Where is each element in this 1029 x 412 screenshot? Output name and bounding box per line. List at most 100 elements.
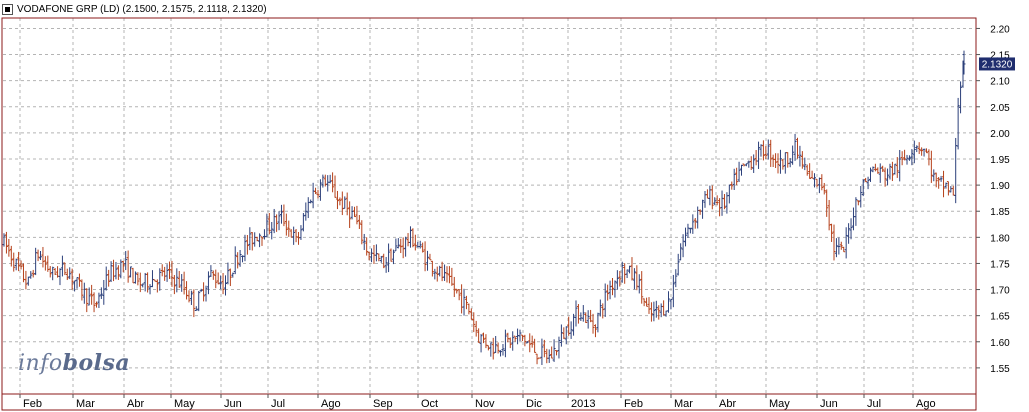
ohlc-bar	[842, 246, 846, 253]
ohlc-bar	[803, 157, 807, 171]
ohlc-bar	[503, 329, 507, 358]
ohlc-bar	[749, 156, 753, 170]
ohlc-bar	[533, 338, 537, 353]
ohlc-bar	[202, 282, 206, 302]
ohlc-bar	[895, 157, 899, 178]
ohlc-bar	[657, 305, 661, 320]
ohlc-bar	[890, 161, 894, 182]
x-tick-label: Jul	[271, 398, 285, 410]
ohlc-bar	[781, 158, 785, 170]
ohlc-bar	[530, 335, 534, 348]
ohlc-bar	[379, 255, 383, 263]
ohlc-bar	[778, 149, 782, 174]
ohlc-bar	[937, 177, 941, 189]
ohlc-bar	[238, 250, 242, 267]
y-tick-label: 2.00	[990, 129, 1010, 140]
ohlc-bar	[715, 195, 719, 206]
ohlc-bar	[557, 336, 561, 359]
ohlc-bar	[299, 225, 303, 240]
x-tick-label: Nov	[475, 398, 495, 410]
ohlc-bar	[126, 250, 130, 283]
ohlc-bar	[813, 173, 817, 188]
ohlc-bar	[9, 245, 13, 267]
ohlc-bar	[172, 275, 176, 295]
ohlc-bar	[377, 253, 381, 262]
ohlc-bar	[214, 269, 218, 289]
ohlc-bar	[12, 252, 16, 272]
ohlc-bar	[769, 139, 773, 167]
ohlc-bar	[31, 269, 35, 278]
ohlc-bar	[795, 137, 799, 159]
ohlc-bar	[226, 262, 230, 285]
ohlc-bar	[684, 227, 688, 247]
ohlc-bar	[282, 204, 286, 227]
x-tick-label: Abr	[719, 398, 736, 410]
ohlc-bar	[793, 133, 797, 161]
ohlc-bar	[17, 251, 21, 272]
ohlc-bar	[423, 241, 427, 272]
ohlc-bar	[357, 215, 361, 229]
y-tick-label: 2.10	[990, 77, 1010, 88]
ohlc-bar	[287, 220, 291, 237]
ohlc-bar	[535, 353, 539, 365]
ohlc-bar	[170, 260, 174, 287]
ohlc-bar	[284, 213, 288, 236]
ohlc-bar	[603, 283, 607, 317]
ohlc-bar	[194, 306, 198, 311]
ohlc-bar	[4, 231, 8, 254]
ohlc-bar	[674, 269, 678, 288]
ohlc-bar	[827, 199, 831, 231]
ohlc-bar	[304, 202, 308, 221]
ohlc-bar	[216, 272, 220, 285]
y-tick-label: 1.65	[990, 312, 1010, 323]
ohlc-bar	[333, 175, 337, 198]
ohlc-bar	[362, 233, 366, 251]
y-tick-label: 2.05	[990, 103, 1010, 114]
x-tick-label: Ago	[916, 398, 936, 410]
ohlc-bar	[275, 214, 279, 232]
ohlc-bar	[679, 243, 683, 261]
ohlc-bar	[428, 253, 432, 261]
ohlc-bar	[878, 163, 882, 183]
ohlc-bar	[464, 295, 468, 310]
ohlc-bar	[92, 292, 96, 313]
ohlc-bar	[645, 297, 649, 307]
ohlc-bar	[564, 326, 568, 345]
ohlc-bar	[606, 284, 610, 301]
ohlc-bar	[408, 226, 412, 248]
ohlc-bar	[686, 223, 690, 238]
x-tick-label: Feb	[23, 398, 42, 410]
ohlc-bar	[462, 288, 466, 316]
ohlc-bar	[343, 196, 347, 209]
x-tick-label: Sep	[373, 398, 393, 410]
ohlc-bar	[525, 341, 529, 344]
ohlc-bar	[649, 302, 653, 322]
ohlc-bar	[859, 185, 863, 208]
ohlc-bar	[747, 160, 751, 168]
ohlc-bar	[404, 236, 408, 257]
ohlc-bar	[160, 264, 164, 277]
x-tick-label: Ago	[321, 398, 341, 410]
x-axis: Feb Mar Abr May Jun Jul Ago Sep Oct Nov Dic 2013 Feb…	[19, 394, 936, 410]
window-toggle-icon[interactable]	[2, 3, 13, 15]
ohlc-bar	[732, 168, 736, 191]
ohlc-bar	[815, 178, 819, 188]
ohlc-bar	[713, 197, 717, 206]
ohlc-bar	[58, 268, 62, 286]
ohlc-bar	[540, 338, 544, 365]
ohlc-bar	[328, 174, 332, 184]
ohlc-bar	[944, 182, 948, 189]
ohlc-bar	[640, 271, 644, 304]
ohlc-bar	[654, 300, 658, 318]
ohlc-bar	[99, 287, 103, 299]
ohlc-bar	[861, 178, 865, 197]
ohlc-bar	[869, 167, 873, 182]
ohlc-bar	[864, 177, 868, 183]
ohlc-bar	[900, 151, 904, 166]
ohlc-bar	[119, 259, 123, 279]
ohlc-bar	[613, 280, 617, 298]
ohlc-bar	[611, 277, 615, 296]
ohlc-bar	[396, 238, 400, 249]
ohlc-bar	[542, 339, 546, 358]
